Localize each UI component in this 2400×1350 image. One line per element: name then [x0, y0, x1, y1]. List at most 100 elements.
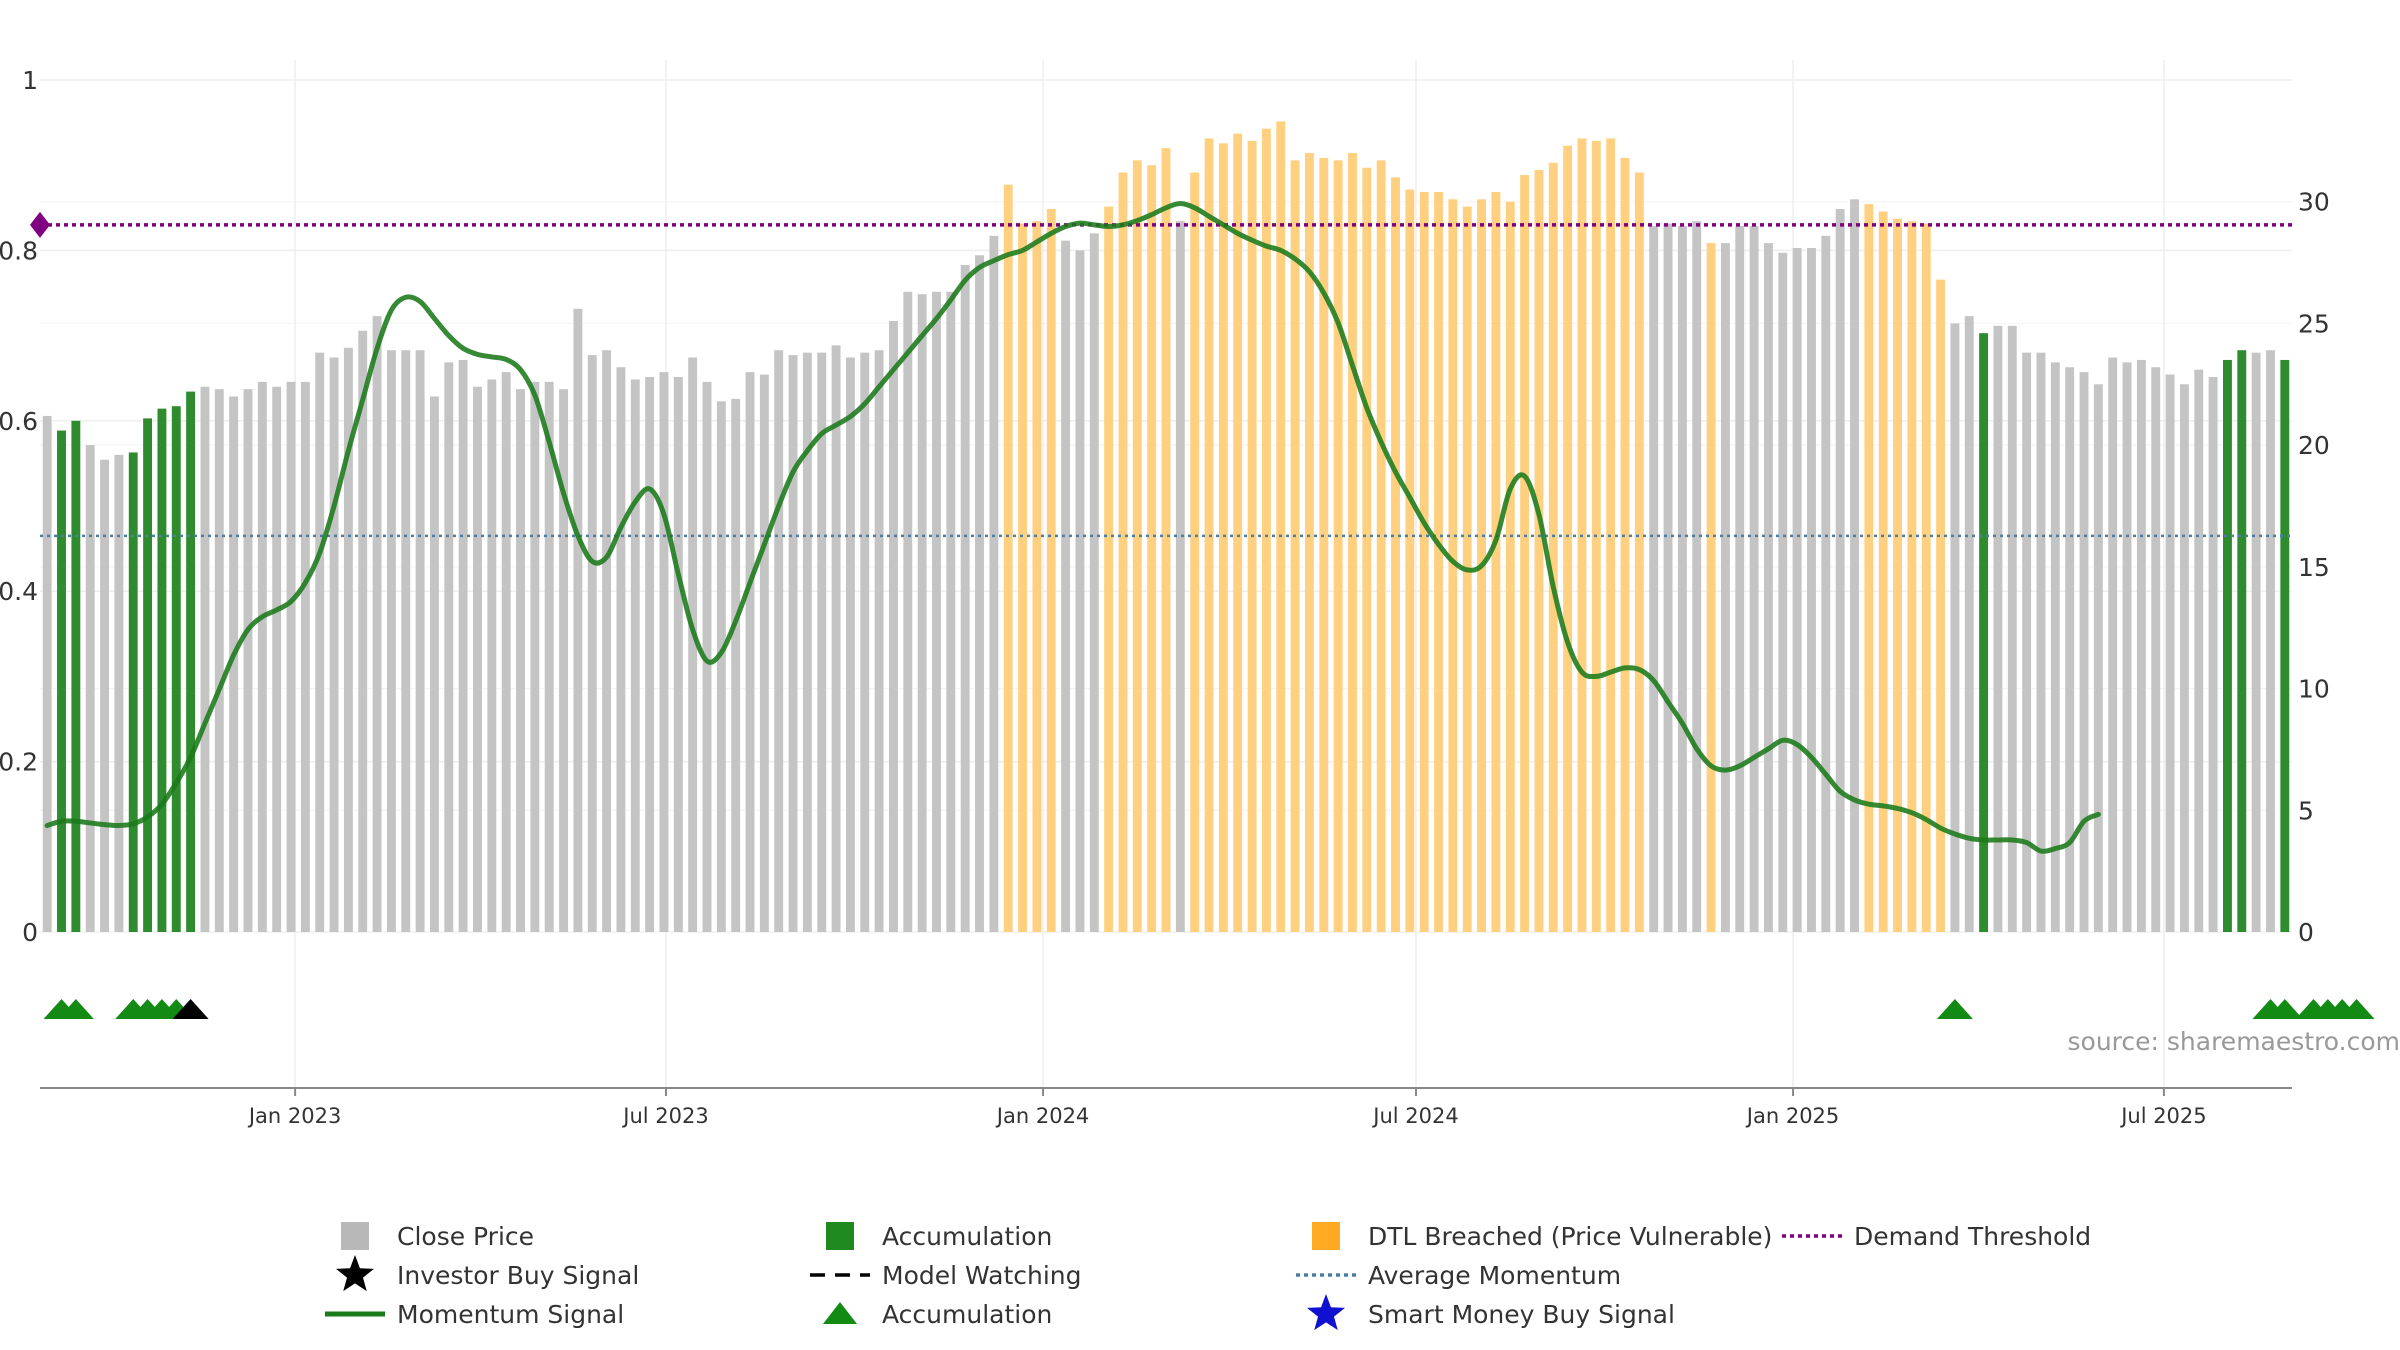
price-bar-gray: [343, 347, 353, 932]
y-right-tick-label: 15: [2298, 553, 2330, 582]
price-bar-gray: [946, 291, 956, 932]
legend-swatch: [826, 1222, 854, 1250]
price-bar-gray: [2179, 384, 2189, 932]
price-bar-gray: [874, 350, 884, 933]
price-bar-orange: [1261, 128, 1271, 932]
price-bar-gray: [544, 381, 554, 933]
price-bar-orange: [1348, 153, 1357, 932]
price-bar-orange: [1233, 133, 1243, 933]
price-bar-gray: [2093, 384, 2103, 932]
y-left-tick-label: 0.4: [0, 577, 38, 606]
price-bar-orange: [1132, 160, 1142, 932]
price-bar-gray: [1075, 250, 1085, 932]
accumulation-marker: [1936, 999, 1973, 1019]
price-bar-gray: [2022, 352, 2032, 932]
price-bar-orange: [1319, 157, 1329, 932]
price-bar-gray: [2165, 374, 2175, 932]
price-bar-gray: [788, 355, 798, 932]
price-bar-gray: [645, 376, 655, 933]
price-bar-orange: [1491, 191, 1501, 933]
price-bar-gray: [315, 352, 325, 932]
price-bar-orange: [1448, 199, 1458, 932]
price-bar-gray: [329, 357, 339, 932]
price-bar-gray: [85, 445, 95, 932]
price-bar-gray: [2136, 359, 2146, 932]
price-bar-gray: [659, 372, 669, 932]
price-bar-orange: [1548, 162, 1558, 932]
legend: Close Price Investor Buy Signal Momentum S…: [325, 1222, 2091, 1331]
price-bar-gray: [214, 389, 224, 932]
price-bar-orange: [1161, 148, 1171, 932]
legend-label: Investor Buy Signal: [397, 1261, 639, 1290]
legend-label: Close Price: [397, 1222, 534, 1251]
price-bar-gray: [1663, 223, 1673, 932]
y-right-tick-label: 20: [2298, 431, 2330, 460]
price-bar-orange: [1419, 191, 1429, 933]
price-bar-gray: [1950, 323, 1960, 932]
price-bar-gray: [716, 401, 726, 933]
price-bar-gray: [487, 379, 497, 932]
legend-star-icon: [1306, 1294, 1346, 1331]
x-tick-label: Jan 2024: [995, 1104, 1090, 1128]
legend-triangle-icon: [823, 1302, 857, 1324]
price-bar-green: [2280, 359, 2290, 932]
y-right-tick-label: 10: [2298, 675, 2330, 704]
price-bar-orange: [1505, 201, 1515, 932]
price-bar-orange: [1634, 172, 1644, 932]
price-bar-green: [171, 406, 181, 932]
price-bar-gray: [2036, 352, 2046, 932]
x-tick-label: Jan 2023: [247, 1104, 342, 1128]
price-bar-gray: [1175, 221, 1185, 932]
price-bar-gray: [1061, 240, 1071, 932]
price-bar-gray: [2266, 350, 2275, 933]
y-left-tick-label: 0: [22, 918, 38, 947]
price-bar-gray: [2208, 376, 2218, 933]
price-bar-gray: [1964, 316, 1974, 932]
legend-item: Close Price: [341, 1222, 534, 1251]
price-bar-gray: [1089, 233, 1099, 933]
price-bar-gray: [300, 381, 310, 933]
price-bar-green: [2237, 350, 2247, 933]
price-bar-orange: [1893, 218, 1902, 932]
price-bar-gray: [114, 454, 124, 932]
y-left-tick-label: 0.6: [0, 407, 38, 436]
price-bar-gray: [272, 386, 282, 933]
price-bar-gray: [358, 330, 368, 933]
price-bar-gray: [415, 350, 425, 933]
legend-label: Momentum Signal: [397, 1300, 624, 1329]
price-bar-gray: [975, 255, 984, 932]
source-label: source: sharemaestro.com: [2068, 1027, 2400, 1056]
momentum-line: [44, 201, 2101, 854]
price-bar-gray: [860, 352, 870, 932]
price-bar-gray: [1993, 325, 2003, 932]
price-bar-gray: [845, 357, 855, 932]
price-bar-gray: [473, 386, 482, 933]
price-bar-orange: [1276, 121, 1286, 932]
price-bar-gray: [2194, 369, 2204, 932]
price-bar-orange: [1878, 211, 1888, 932]
price-bar-orange: [1304, 153, 1314, 932]
price-bars: [42, 121, 2290, 933]
price-bar-gray: [1749, 226, 1759, 932]
price-bar-green: [57, 430, 66, 932]
price-bar-gray: [802, 352, 812, 932]
price-bar-green: [143, 418, 153, 932]
legend-item: Momentum Signal: [325, 1300, 624, 1329]
price-bar-gray: [386, 350, 396, 933]
legend-item: DTL Breached (Price Vulnerable): [1312, 1222, 1772, 1251]
y-left-tick-label: 0.8: [0, 236, 38, 265]
momentum-line-layer: [44, 201, 2101, 854]
price-bar-gray: [1778, 252, 1788, 932]
legend-item: Accumulation: [823, 1300, 1052, 1329]
x-tick-label: Jul 2024: [1371, 1104, 1458, 1128]
price-bar-gray: [1764, 243, 1773, 933]
price-bar-green: [128, 452, 138, 932]
price-bar-gray: [2065, 367, 2075, 932]
price-bar-gray: [401, 350, 411, 933]
legend-item: Demand Threshold: [1782, 1222, 2091, 1251]
price-bar-gray: [516, 389, 525, 932]
price-bar-gray: [1649, 226, 1659, 932]
x-tick-label: Jul 2025: [2119, 1104, 2206, 1128]
price-bar-gray: [1692, 221, 1702, 932]
